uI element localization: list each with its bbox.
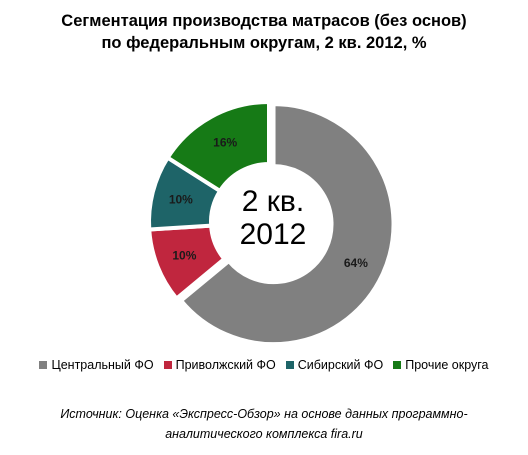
legend-item-3: Прочие округа (393, 358, 489, 372)
center-label-line-1: 2 кв. (242, 185, 304, 218)
chart-legend: Центральный ФО Приволжский ФО Сибирский ФО… (0, 358, 528, 372)
slice-label-2: 10% (169, 192, 193, 206)
legend-item-0: Центральный ФО (39, 358, 154, 372)
legend-label-0: Центральный ФО (51, 358, 154, 372)
legend-label-2: Сибирский ФО (297, 358, 384, 372)
slice-label-0: 64% (344, 256, 368, 270)
legend-swatch-3 (393, 360, 402, 369)
donut-slices (147, 100, 396, 347)
chart-title-line-2: по федеральным округам, 2 кв. 2012, % (101, 34, 427, 52)
legend-label-3: Прочие округа (405, 358, 489, 372)
legend-swatch-0 (39, 360, 48, 369)
source-note: Источник: Оценка «Экспресс-Обзор» на осн… (0, 404, 528, 444)
legend-item-2: Сибирский ФО (285, 358, 384, 372)
chart-title: Сегментация производства матрасов (без о… (0, 10, 528, 54)
legend-swatch-1 (163, 360, 172, 369)
source-line-1: Источник: Оценка «Экспресс-Обзор» на осн… (60, 407, 468, 421)
center-label-line-2: 2012 (240, 218, 307, 251)
legend-swatch-2 (285, 360, 294, 369)
slice-3 (165, 100, 271, 193)
source-line-2: аналитического комплекса fira.ru (165, 427, 363, 441)
slice-label-1: 10% (172, 248, 196, 262)
legend-label-1: Приволжский ФО (175, 358, 276, 372)
slice-labels: 64% 10% 10% 16% (169, 135, 368, 270)
legend-item-1: Приволжский ФО (163, 358, 276, 372)
slice-label-3: 16% (213, 135, 237, 149)
chart-title-line-1: Сегментация производства матрасов (без о… (61, 12, 467, 30)
slice-0 (179, 102, 396, 347)
